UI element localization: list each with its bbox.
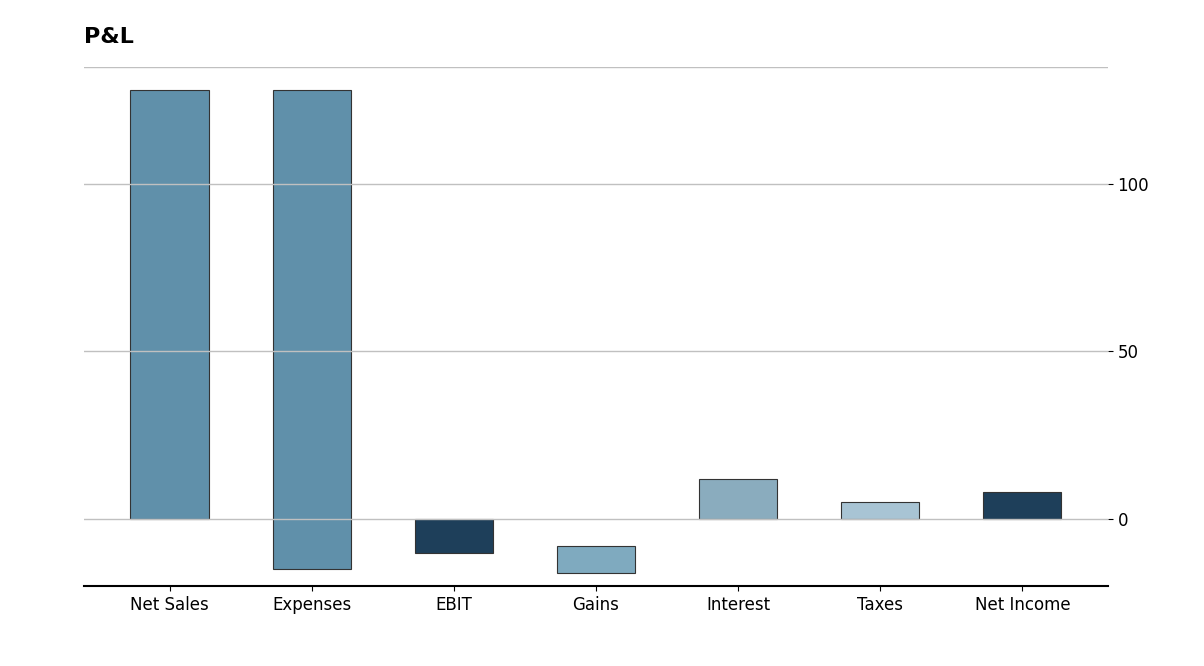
Bar (557, 546, 635, 573)
Bar (842, 502, 920, 519)
Bar (984, 492, 1062, 519)
Text: P&L: P&L (84, 27, 134, 47)
Bar (272, 90, 350, 569)
Bar (414, 519, 492, 553)
Bar (130, 90, 208, 519)
Bar (700, 479, 778, 519)
